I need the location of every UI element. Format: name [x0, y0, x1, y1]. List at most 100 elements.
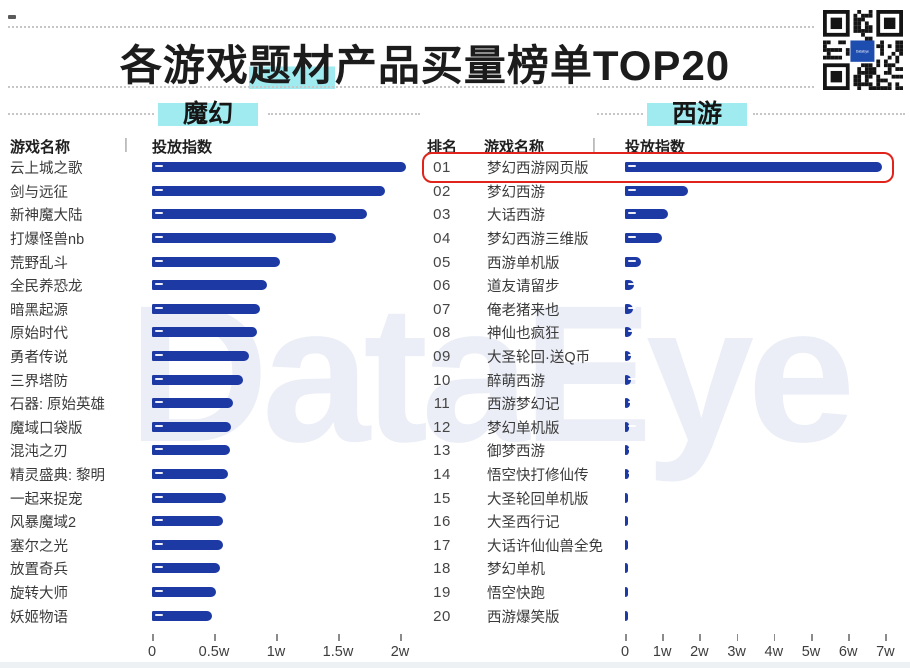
list-item: 13 御梦西游: [424, 439, 900, 463]
game-name: 梦幻西游三维版: [487, 232, 589, 249]
axis-tick-label: 3w: [727, 644, 746, 660]
bar-track: [152, 398, 445, 409]
list-item: 01 梦幻西游网页版: [424, 156, 900, 180]
game-name: 新神魔大陆: [10, 208, 83, 225]
value-bar: [625, 233, 663, 244]
bar-track: [152, 374, 445, 386]
value-bar: [152, 421, 232, 432]
axis-tick-label: 6w: [838, 644, 858, 660]
axis-tick: [736, 634, 739, 641]
axis-tick: [811, 634, 813, 641]
rank-label: 06: [433, 277, 451, 295]
game-name: 梦幻西游: [487, 184, 545, 201]
game-name: 大话西游: [487, 208, 545, 225]
value-bar: [152, 256, 280, 267]
bar-shine: [155, 354, 163, 357]
bar-shine: [155, 519, 163, 522]
game-name: 原始时代: [10, 326, 68, 343]
value-bar: [625, 492, 636, 503]
list-item: 02 梦幻西游: [424, 180, 900, 204]
value-bar: [625, 256, 641, 267]
bar-shine: [628, 306, 636, 309]
value-bar: [152, 303, 260, 314]
col-header-separator: |: [124, 136, 128, 153]
list-item: 10 醉萌西游: [424, 368, 900, 392]
game-name: 大圣轮回·送Q币: [487, 350, 591, 367]
bar-shine: [628, 613, 636, 616]
list-item: 14 悟空快打修仙传: [424, 463, 900, 487]
bar-track: [625, 185, 900, 197]
axis-tick: [214, 634, 216, 641]
game-name: 西游梦幻记: [487, 397, 560, 414]
rank-label: 17: [433, 536, 451, 554]
game-name: 云上城之歌: [10, 161, 83, 178]
bar-shine: [155, 306, 163, 309]
bar-shine: [155, 188, 163, 191]
bar-shine: [628, 259, 636, 262]
bar-track: [152, 303, 445, 315]
bar-track: [625, 280, 900, 291]
value-bar: [152, 469, 228, 480]
bar-shine: [628, 495, 636, 498]
game-name: 石器: 原始英雄: [10, 397, 106, 414]
value-bar: [625, 162, 882, 173]
value-bar: [152, 398, 233, 409]
bar-track: [152, 445, 445, 456]
value-bar: [625, 586, 636, 597]
axis-tick-label: 1w: [266, 644, 286, 660]
rank-label: 08: [433, 324, 451, 342]
bar-shine: [155, 472, 163, 475]
game-name: 醉萌西游: [487, 373, 545, 390]
list-item: 新神魔大陆: [8, 203, 445, 227]
value-bar: [625, 516, 636, 527]
bar-track: [152, 610, 445, 622]
rank-label: 02: [433, 182, 451, 200]
col-header-name-right: 游戏名称: [484, 139, 545, 156]
bar-shine: [155, 165, 163, 168]
list-item: 荒野乱斗: [8, 250, 445, 274]
axis-tick: [885, 634, 887, 641]
bar-shine: [628, 188, 636, 191]
list-item: 05 西游单机版: [424, 250, 900, 274]
axis-tick-label: 0.5w: [198, 644, 230, 660]
axis-tick: [152, 634, 154, 641]
value-bar: [152, 539, 223, 550]
bar-shine: [628, 472, 636, 475]
axis-tick-label: 1.5w: [322, 644, 354, 660]
rank-label: 18: [433, 560, 451, 578]
section-title-fantasy: 魔幻: [158, 100, 259, 129]
axis-tick-label: 0: [620, 644, 630, 660]
bar-shine: [155, 283, 163, 286]
value-bar: [152, 586, 217, 597]
axis-tick: [276, 634, 278, 641]
list-item: 19 悟空快跑: [424, 581, 900, 605]
axis-tick: [400, 634, 402, 641]
bar-shine: [628, 589, 636, 592]
bar-track: [625, 610, 900, 622]
axis-tick-label: 2w: [690, 644, 709, 660]
axis-tick-label: 5w: [801, 644, 821, 660]
title-prefix: 各游戏: [119, 42, 249, 89]
bar-track: [152, 185, 445, 197]
value-bar: [152, 162, 407, 173]
list-item: 云上城之歌: [8, 156, 445, 180]
bar-shine: [155, 377, 163, 380]
col-header-value-left: 投放指数: [152, 139, 213, 156]
section-band: 西游: [647, 102, 748, 127]
axis-tick: [662, 634, 664, 641]
divider-dotted-title-bottom: [8, 86, 814, 88]
game-name: 剑与远征: [10, 184, 68, 201]
value-bar: [625, 469, 636, 480]
bar-track: [625, 351, 900, 362]
rank-label: 20: [433, 607, 451, 625]
bar-shine: [155, 424, 163, 427]
game-name: 道友请留步: [487, 279, 560, 296]
list-item: 09 大圣轮回·送Q币: [424, 345, 900, 369]
rank-label: 15: [433, 489, 451, 507]
rank-label: 12: [433, 418, 451, 436]
value-bar: [152, 209, 367, 220]
rank-label: 04: [433, 230, 451, 248]
rank-label: 16: [433, 513, 451, 531]
bar-track: [152, 327, 445, 338]
xiyou-chart-rows: 01 梦幻西游网页版 02 梦幻西游 03 大话西游 04 梦幻西游三维版 05 西游单机版 06 道…: [424, 156, 900, 628]
